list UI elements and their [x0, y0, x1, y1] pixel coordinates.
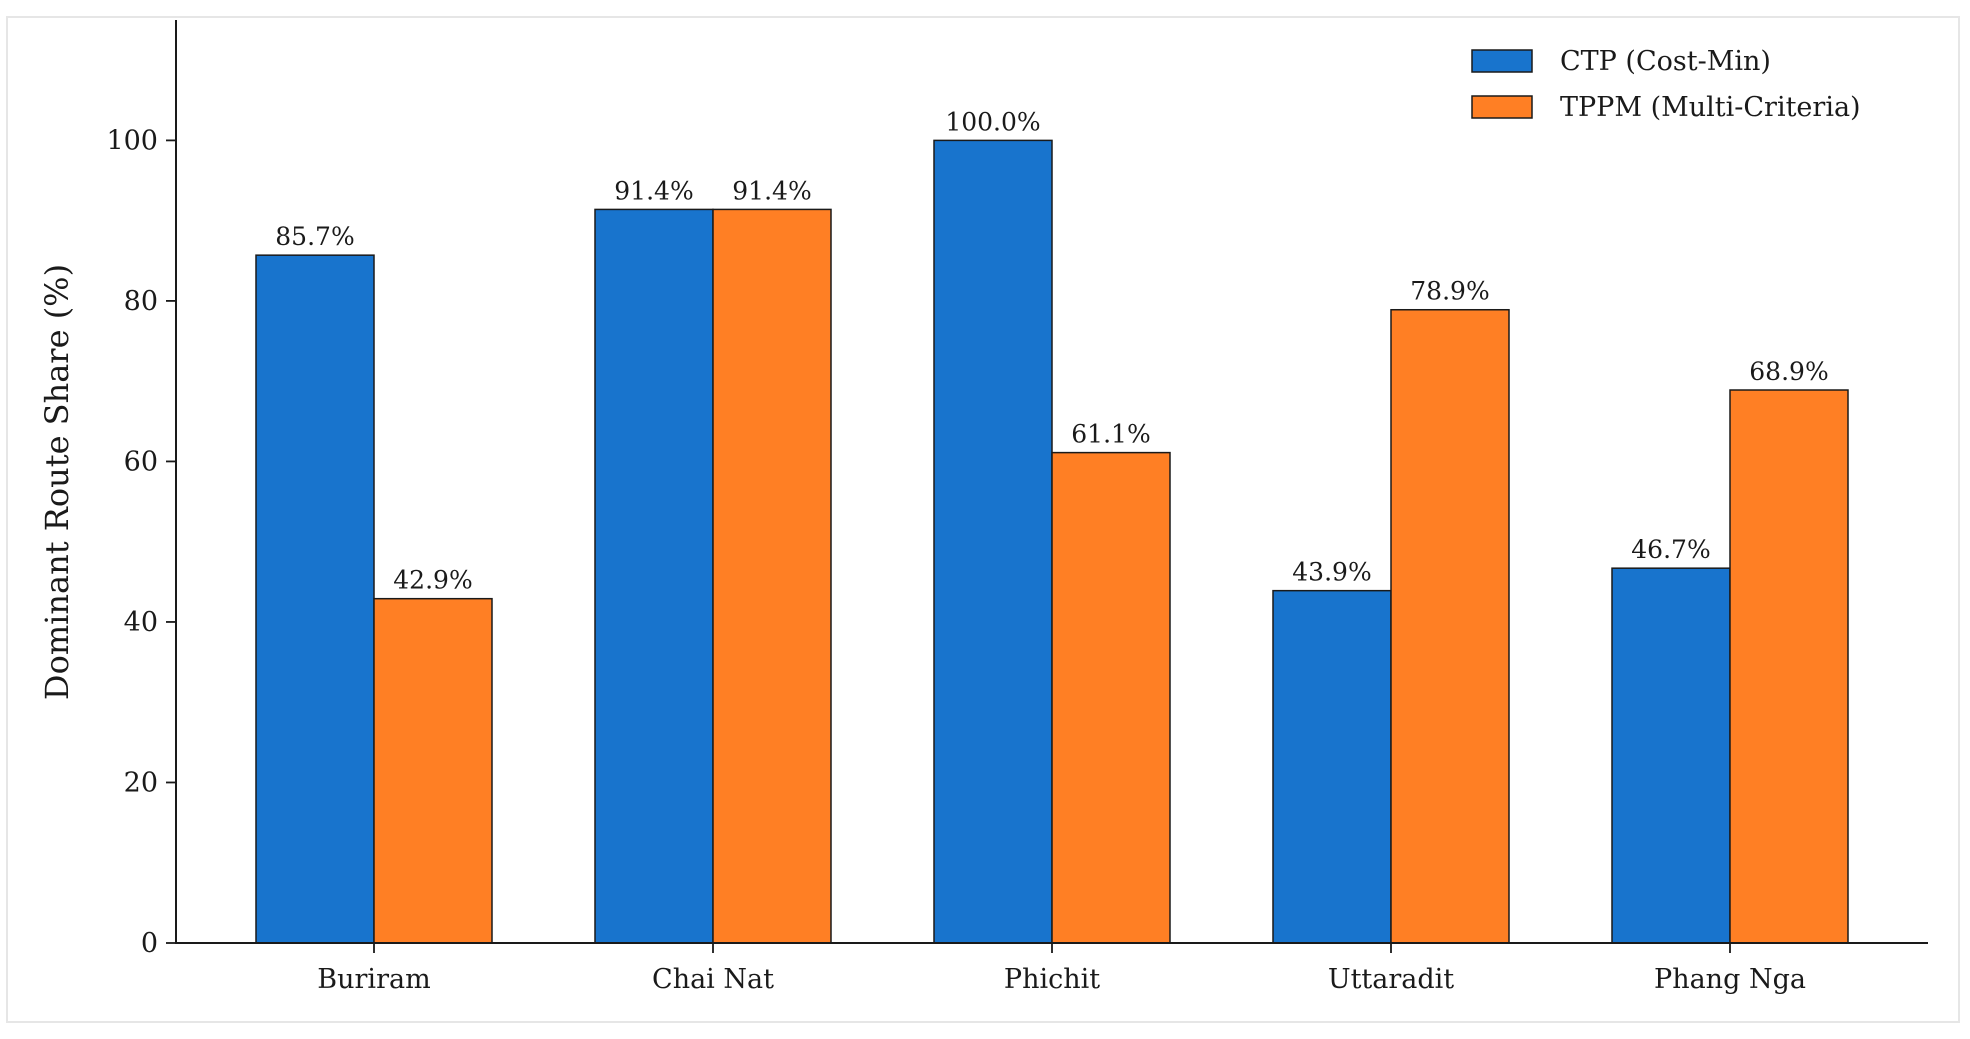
bar-value-label: 68.9%	[1749, 357, 1828, 386]
figure-frame	[6, 16, 1960, 1023]
value-labels-layer: 85.7% 91.4% 100.0% 43.9% 46.7% 42.9% 91.4% 61.1…	[275, 107, 1828, 594]
legend: CTP (Cost-Min) TPPM (Multi-Criteria)	[1471, 46, 1861, 123]
y-axis-title: Dominant Route Share (%)	[38, 264, 76, 700]
legend-swatch-tppm	[1471, 95, 1533, 119]
bar-value-label: 100.0%	[945, 107, 1040, 136]
bar-tppm-buriram	[373, 597, 493, 944]
legend-label: CTP (Cost-Min)	[1560, 46, 1771, 77]
x-tick-label: Phichit	[1004, 964, 1100, 995]
legend-swatch-ctp	[1471, 49, 1533, 73]
bar-ctp-phang-nga	[1611, 567, 1731, 944]
bar-value-label: 78.9%	[1410, 277, 1489, 306]
bar-ctp-chai-nat	[594, 208, 714, 944]
bar-ctp-uttaradit	[1272, 589, 1392, 944]
bar-value-label: 91.4%	[732, 176, 811, 205]
y-tick-label: 60	[124, 446, 158, 477]
y-tick-label: 20	[124, 767, 158, 798]
bar-tppm-uttaradit	[1390, 308, 1510, 944]
y-tick-label: 0	[141, 928, 158, 959]
bar-tppm-chai-nat	[712, 208, 832, 944]
bar-value-label: 91.4%	[614, 176, 693, 205]
x-tick-label: Phang Nga	[1654, 964, 1806, 995]
bar-ctp-buriram	[255, 254, 375, 944]
bar-value-label: 42.9%	[393, 566, 472, 595]
y-tick-label: 80	[124, 286, 158, 317]
bar-value-label: 61.1%	[1071, 420, 1150, 449]
bar-ctp-phichit	[933, 139, 1053, 944]
bars-layer	[255, 139, 1849, 944]
y-tick-label: 40	[124, 607, 158, 638]
x-tick-label: Uttaradit	[1328, 964, 1454, 995]
legend-label: TPPM (Multi-Criteria)	[1560, 92, 1861, 123]
x-tick-label: Chai Nat	[652, 964, 774, 995]
bar-value-label: 43.9%	[1292, 558, 1371, 587]
bar-value-label: 85.7%	[275, 222, 354, 251]
bar-tppm-phichit	[1051, 451, 1171, 944]
bar-tppm-phang-nga	[1729, 389, 1849, 944]
y-tick-label: 100	[106, 125, 158, 156]
x-tick-label: Buriram	[317, 964, 430, 995]
ticks-layer: 0 20 40 60 80 100 Buriram Chai Nat Phichit Uttara…	[106, 125, 1806, 995]
bar-value-label: 46.7%	[1631, 535, 1710, 564]
